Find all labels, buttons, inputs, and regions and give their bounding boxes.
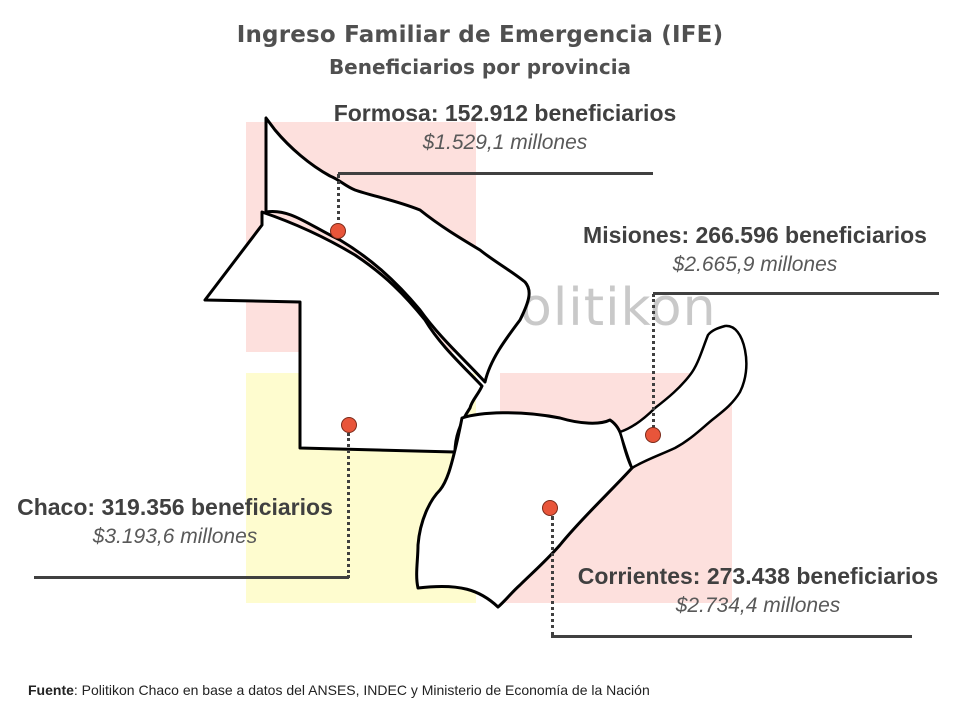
- formosa-underline: [338, 172, 653, 175]
- misiones-beneficiarios: Misiones: 266.596 beneficiarios: [583, 222, 927, 248]
- source-text: : Politikon Chaco en base a datos del AN…: [73, 682, 650, 698]
- misiones-underline: [653, 292, 939, 295]
- corrientes-monto: $2.734,4 millones: [675, 594, 841, 617]
- corrientes-underline: [551, 635, 912, 638]
- chaco-beneficiarios: Chaco: 319.356 beneficiarios: [17, 494, 333, 520]
- politikon-watermark: olitikon: [520, 278, 717, 338]
- chaco-marker[interactable]: [341, 417, 357, 433]
- formosa-monto: $1.529,1 millones: [422, 131, 588, 154]
- chaco-leader: [347, 433, 350, 578]
- chaco-monto: $3.193,6 millones: [92, 525, 258, 548]
- chaco-label: Chaco: 319.356 beneficiarios $3.193,6 mi…: [0, 494, 350, 549]
- formosa-shape[interactable]: [264, 116, 531, 384]
- corrientes-beneficiarios: Corrientes: 273.438 beneficiarios: [577, 563, 939, 589]
- misiones-marker[interactable]: [645, 427, 661, 443]
- formosa-label: Formosa: 152.912 beneficiarios $1.529,1 …: [300, 100, 710, 155]
- corrientes-marker[interactable]: [542, 500, 558, 516]
- page-title: Ingreso Familiar de Emergencia (IFE): [236, 22, 724, 48]
- corrientes-leader: [551, 516, 554, 636]
- page-subtitle: Beneficiarios por provincia: [328, 55, 632, 79]
- source-label: Fuente: [28, 682, 74, 698]
- formosa-marker[interactable]: [330, 223, 346, 239]
- corrientes-label: Corrientes: 273.438 beneficiarios $2.734…: [556, 563, 960, 618]
- misiones-shape[interactable]: [618, 324, 748, 470]
- misiones-monto: $2.665,9 millones: [672, 253, 838, 276]
- corrientes-shape[interactable]: [415, 411, 634, 609]
- formosa-beneficiarios: Formosa: 152.912 beneficiarios: [333, 100, 677, 126]
- source-note: Fuente: Politikon Chaco en base a datos …: [28, 682, 650, 698]
- misiones-label: Misiones: 266.596 beneficiarios $2.665,9…: [555, 222, 955, 277]
- chaco-underline: [34, 576, 349, 579]
- formosa-leader: [337, 174, 340, 228]
- misiones-leader: [652, 294, 655, 428]
